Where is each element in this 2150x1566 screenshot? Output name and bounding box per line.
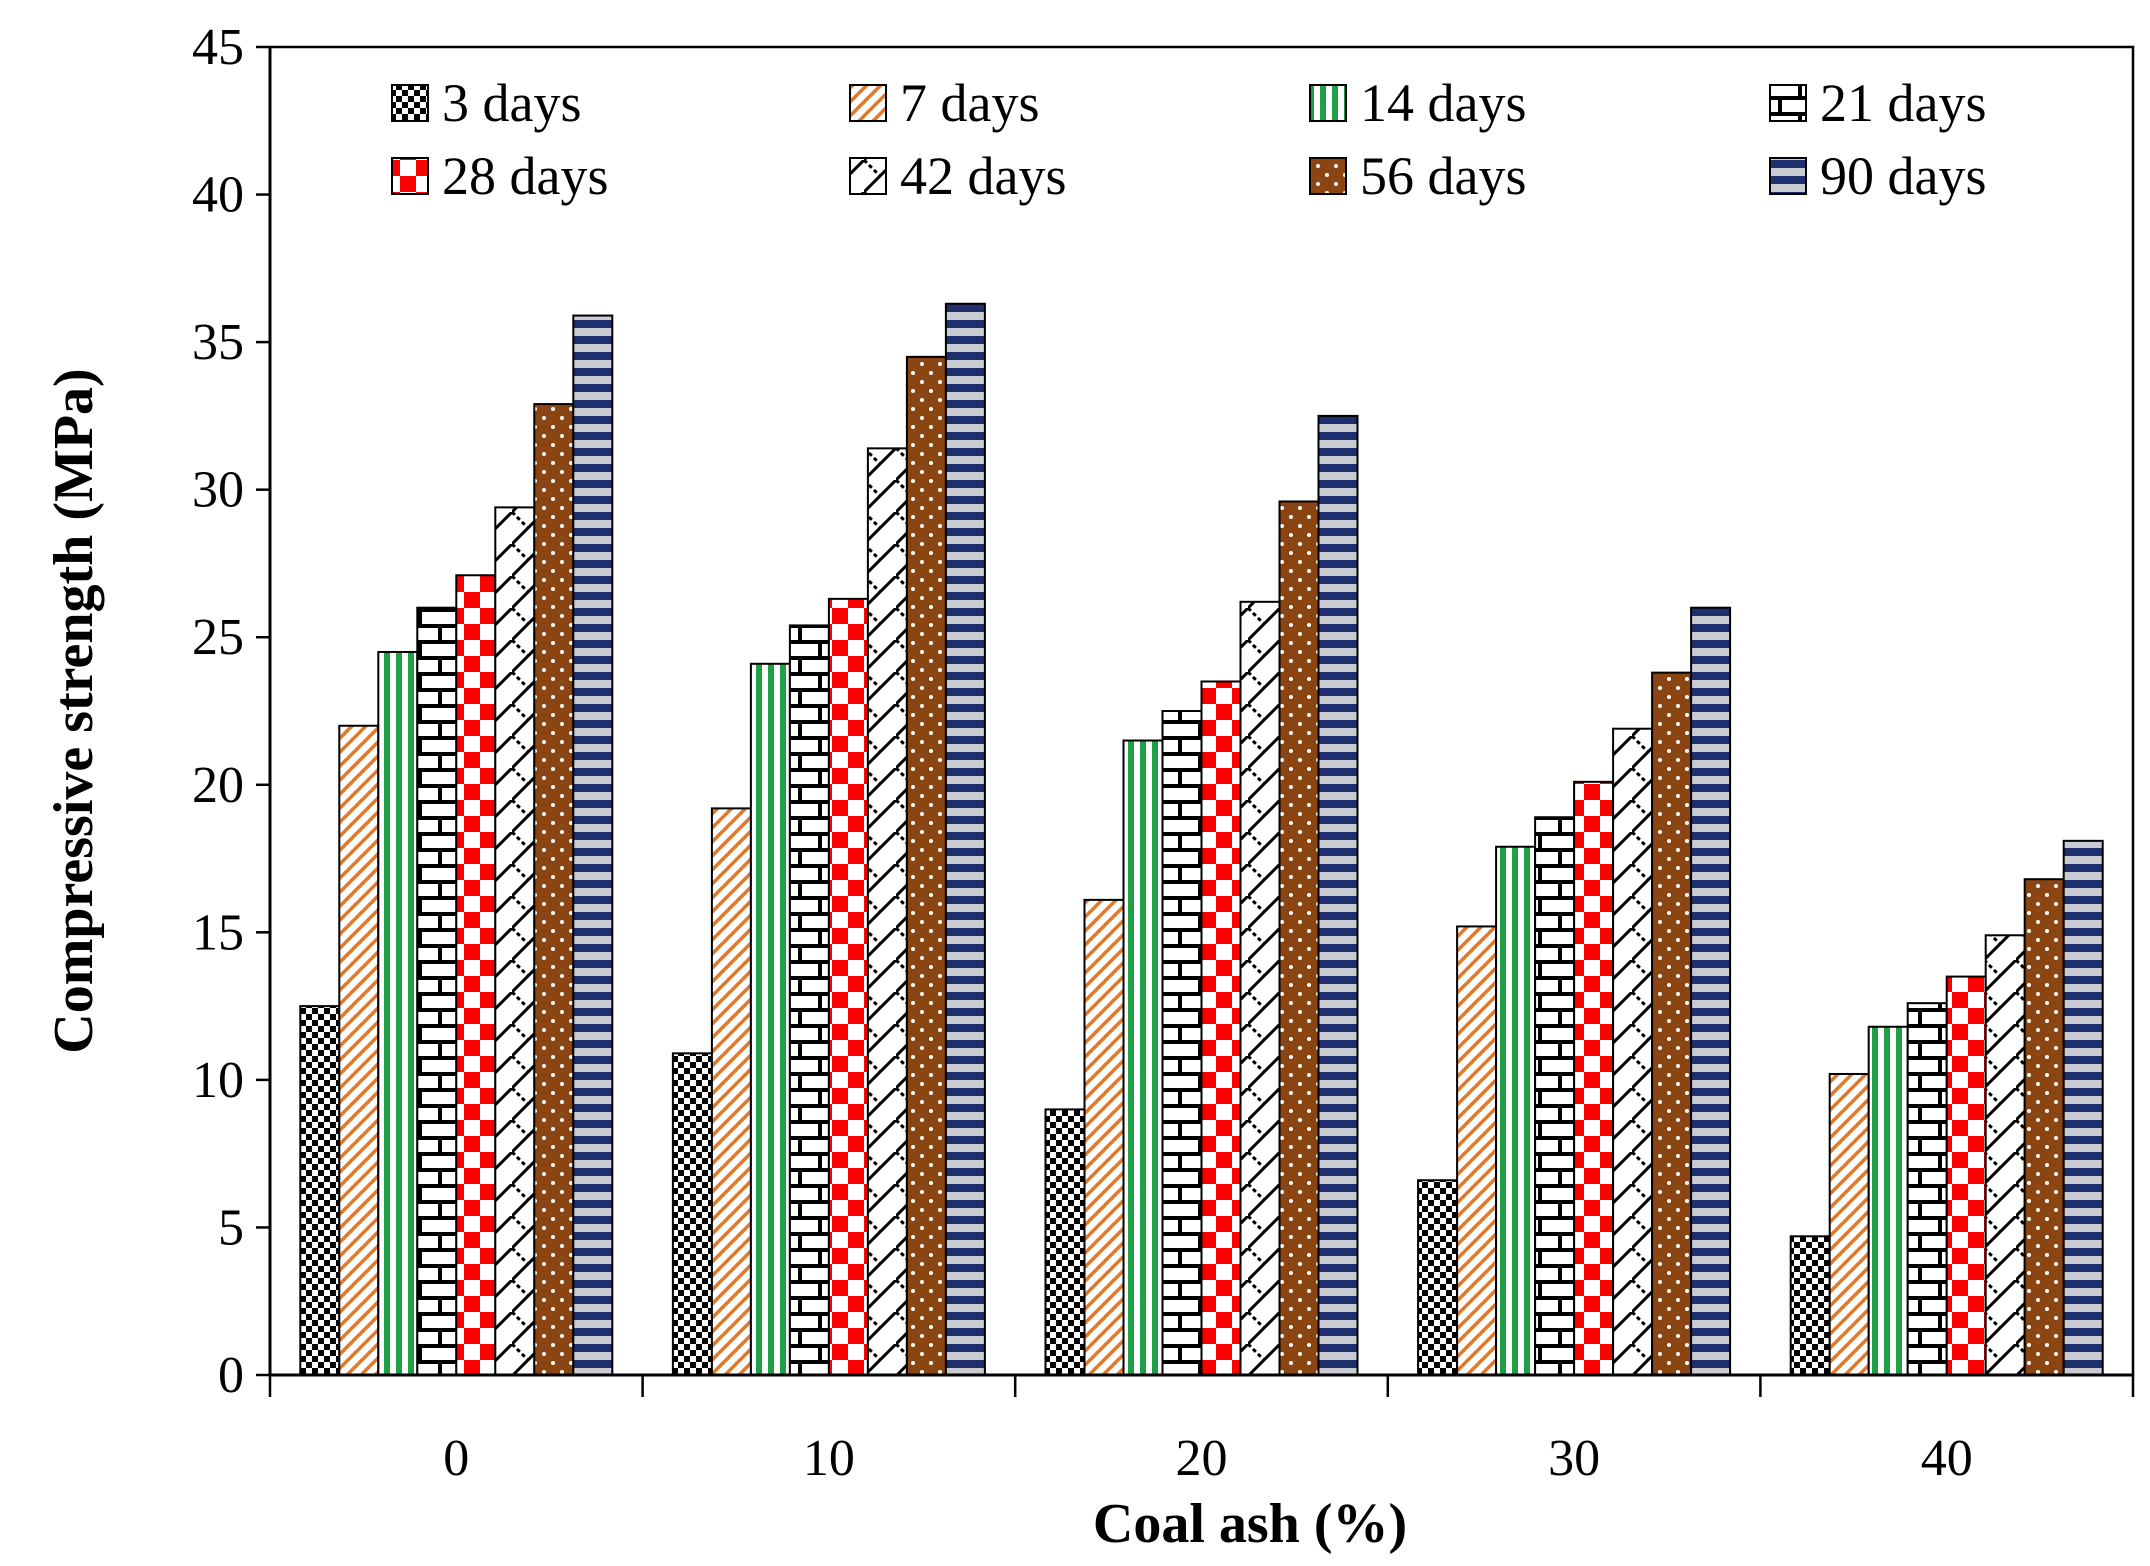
legend-swatch [1309,157,1347,195]
bar-21-days-20 [1161,710,1203,1376]
y-axis-title: Compressive strength (MPa) [43,368,105,1053]
legend-swatch [391,84,429,122]
legend: 3 days 7 days 14 days 21 days 28 days 42 days… [391,73,1986,206]
x-tick-label: 0 [443,1430,469,1487]
bar-7-days-10 [710,807,752,1376]
bar-90-days-10 [944,302,986,1376]
bar-21-days-40 [1906,1002,1948,1376]
bar-42-days-20 [1239,600,1281,1376]
bar-42-days-40 [1984,934,2026,1376]
legend-swatch [849,84,887,122]
bar-28-days-30 [1573,780,1615,1376]
bar-14-days-30 [1495,845,1537,1376]
legend-label: 90 days [1820,146,1986,206]
y-tick-label: 15 [192,904,244,961]
legend-label: 7 days [900,73,1039,133]
bar-3-days-40 [1789,1235,1831,1376]
y-tick-label: 25 [192,609,244,666]
bars [299,302,2104,1377]
bar-56-days-20 [1278,500,1320,1376]
y-tick-label: 40 [192,167,244,224]
y-tick-label: 0 [218,1347,244,1404]
y-tick-label: 20 [192,757,244,814]
bar-56-days-30 [1651,671,1693,1376]
bar-56-days-40 [2023,878,2065,1376]
legend-swatch [1769,84,1807,122]
bar-28-days-10 [827,597,869,1376]
x-axis: 0 10 20 30 40 [268,1375,2135,1487]
x-axis-title: Coal ash (%) [1093,1493,1407,1555]
bar-42-days-0 [494,506,536,1376]
bar-90-days-20 [1317,414,1359,1376]
bar-3-days-10 [671,1052,713,1376]
bar-14-days-0 [377,650,419,1376]
x-tick-label: 10 [803,1430,855,1487]
legend-label: 42 days [900,146,1066,206]
x-tick-label: 20 [1176,1430,1228,1487]
plot-area: 0 5 10 15 20 25 30 35 40 45 0 10 20 30 40 [192,19,2135,1487]
bar-21-days-0 [416,606,458,1376]
bar-3-days-20 [1044,1108,1086,1377]
legend-swatch [1309,84,1347,122]
y-tick-label: 5 [218,1199,244,1256]
bar-21-days-10 [788,624,830,1376]
bar-28-days-20 [1200,680,1242,1376]
bar-28-days-0 [455,574,497,1376]
y-tick-label: 10 [192,1052,244,1109]
legend-label: 3 days [442,73,581,133]
bar-21-days-30 [1534,816,1576,1376]
bar-7-days-40 [1828,1072,1870,1377]
bar-7-days-30 [1456,925,1498,1376]
y-tick-label: 35 [192,314,244,371]
bar-90-days-0 [572,314,614,1376]
bar-42-days-10 [866,447,908,1376]
y-axis: 0 5 10 15 20 25 30 35 40 45 [192,19,270,1404]
bar-3-days-0 [299,1005,341,1376]
bar-14-days-10 [749,662,791,1376]
legend-label: 56 days [1360,146,1526,206]
y-tick-label: 30 [192,462,244,519]
bar-3-days-30 [1417,1179,1459,1377]
bar-42-days-30 [1612,727,1654,1376]
bar-14-days-20 [1122,739,1164,1376]
bar-90-days-30 [1690,606,1732,1376]
y-tick-label: 45 [192,19,244,76]
legend-label: 14 days [1360,73,1526,133]
legend-swatch [849,157,887,195]
bar-28-days-40 [1945,975,1987,1376]
legend-label: 28 days [442,146,608,206]
bar-56-days-0 [533,403,575,1376]
bar-7-days-0 [338,724,380,1376]
bar-7-days-20 [1083,898,1125,1376]
bar-56-days-10 [905,355,947,1377]
bar-90-days-40 [2062,839,2104,1376]
legend-label: 21 days [1820,73,1986,133]
legend-swatch [1769,157,1807,195]
x-tick-label: 40 [1921,1430,1973,1487]
bar-14-days-40 [1867,1025,1909,1377]
legend-swatch [391,157,429,195]
x-tick-label: 30 [1548,1430,1600,1487]
